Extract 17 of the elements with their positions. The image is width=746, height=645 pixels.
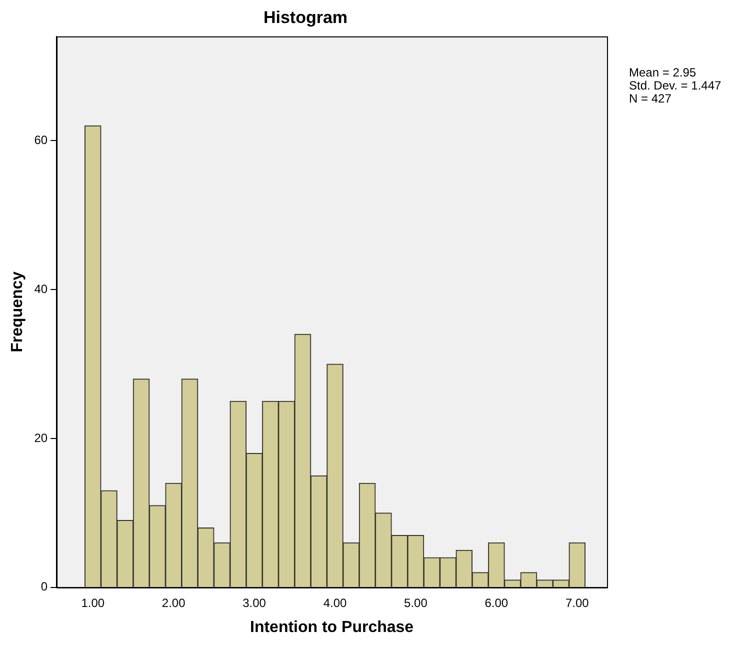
x-tick-label: 4.00: [323, 596, 348, 610]
y-tick-label: 0: [40, 580, 48, 594]
y-tick-label: 40: [34, 282, 48, 296]
x-tick-label: 2.00: [162, 596, 186, 610]
x-axis-title: Intention to Purchase: [250, 618, 414, 636]
x-tick-label: 1.00: [81, 596, 105, 610]
x-tick-label: 6.00: [484, 596, 508, 610]
y-tick-label: 20: [34, 430, 48, 445]
text: Mean = 2.95: [629, 66, 696, 80]
x-tick-label: 7.00: [565, 596, 590, 610]
text: N = 427: [629, 92, 672, 106]
x-tick-label: 3.00: [242, 596, 266, 610]
chart-title: Histogram: [263, 8, 348, 27]
text: Std. Dev. = 1.447: [629, 78, 722, 93]
x-tick-label: 5.00: [404, 596, 428, 610]
y-tick-label: 60: [34, 132, 48, 147]
y-axis-title: Frequency: [9, 271, 26, 352]
